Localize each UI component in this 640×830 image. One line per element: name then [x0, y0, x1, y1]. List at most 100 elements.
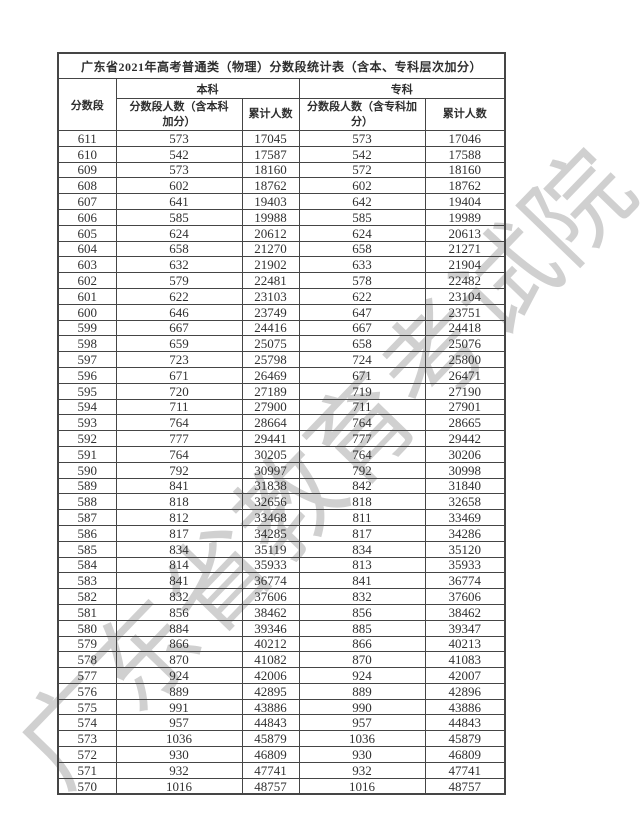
cell-score-band: 598 — [57, 335, 117, 353]
cell-zhuanke-count: 667 — [298, 319, 426, 337]
table-row: 596 671 26469 671 26471 — [57, 366, 506, 384]
cell-zhuanke-count: 924 — [298, 667, 426, 684]
table-row: 578 870 41082 870 41083 — [57, 651, 506, 669]
cell-zhuanke-count: 572 — [298, 161, 426, 179]
cell-score-band: 594 — [57, 398, 117, 416]
cell-zhuanke-cumulative: 42896 — [424, 682, 506, 700]
cell-zhuanke-count: 866 — [298, 635, 426, 653]
cell-benke-count: 777 — [115, 430, 243, 447]
cell-benke-cumulative: 27189 — [241, 382, 300, 400]
table-row: 587 812 33468 811 33469 — [57, 509, 506, 526]
cell-score-band: 593 — [57, 414, 117, 432]
cell-benke-count: 658 — [115, 240, 243, 258]
cell-zhuanke-cumulative: 33469 — [424, 509, 506, 526]
cell-zhuanke-cumulative: 21271 — [424, 240, 506, 258]
cell-benke-cumulative: 23749 — [241, 303, 300, 321]
cell-benke-count: 812 — [115, 509, 243, 526]
cell-benke-count: 889 — [115, 682, 243, 700]
cell-zhuanke-count: 671 — [298, 366, 426, 384]
cell-zhuanke-cumulative: 30998 — [424, 461, 506, 479]
cell-benke-count: 573 — [115, 130, 243, 147]
cell-benke-count: 792 — [115, 461, 243, 479]
cell-benke-count: 579 — [115, 272, 243, 289]
cell-zhuanke-count: 777 — [298, 430, 426, 447]
cell-benke-count: 932 — [115, 761, 243, 779]
cell-benke-count: 542 — [115, 145, 243, 163]
cell-benke-count: 622 — [115, 287, 243, 305]
cell-score-band: 583 — [57, 572, 117, 590]
cell-zhuanke-cumulative: 41083 — [424, 651, 506, 669]
cell-zhuanke-count: 764 — [298, 414, 426, 432]
cell-zhuanke-cumulative: 23104 — [424, 287, 506, 305]
cell-benke-count: 870 — [115, 651, 243, 669]
table-row: 592 777 29441 777 29442 — [57, 430, 506, 447]
cell-zhuanke-cumulative: 19989 — [424, 208, 506, 226]
cell-score-band: 578 — [57, 651, 117, 669]
cell-benke-cumulative: 18160 — [241, 161, 300, 179]
cell-benke-cumulative: 21270 — [241, 240, 300, 258]
cell-zhuanke-count: 1016 — [298, 777, 426, 795]
table-row: 604 658 21270 658 21271 — [57, 240, 506, 258]
cell-zhuanke-cumulative: 17588 — [424, 145, 506, 163]
table-row: 576 889 42895 889 42896 — [57, 682, 506, 700]
cell-benke-count: 641 — [115, 193, 243, 210]
cell-zhuanke-count: 889 — [298, 682, 426, 700]
cell-benke-count: 671 — [115, 366, 243, 384]
table-row: 611 573 17045 573 17046 — [57, 130, 506, 147]
sub-header-row: 分数段人数（含本科 加分） 累计人数 分数段人数（含专科加 分） 累计人数 — [58, 98, 506, 131]
table-row: 590 792 30997 792 30998 — [57, 461, 506, 479]
cell-score-band: 606 — [57, 208, 117, 226]
cell-zhuanke-count: 658 — [298, 240, 426, 258]
cell-benke-count: 667 — [115, 319, 243, 337]
cell-benke-cumulative: 30997 — [241, 461, 300, 479]
cell-benke-count: 764 — [115, 414, 243, 432]
table-row: 594 711 27900 711 27901 — [57, 398, 506, 416]
cell-benke-cumulative: 41082 — [241, 651, 300, 669]
cell-benke-count: 646 — [115, 303, 243, 321]
cell-score-band: 604 — [57, 240, 117, 258]
cell-benke-count: 834 — [115, 540, 243, 558]
cell-zhuanke-count: 764 — [298, 445, 426, 463]
cell-zhuanke-count: 578 — [298, 272, 426, 289]
group-header-row: 分数段 本科 专科 — [57, 78, 506, 131]
cell-benke-cumulative: 24416 — [241, 319, 300, 337]
table-row: 598 659 25075 658 25076 — [57, 335, 506, 353]
cell-benke-cumulative: 19988 — [241, 208, 300, 226]
cell-benke-cumulative: 43886 — [241, 698, 300, 716]
cell-benke-cumulative: 26469 — [241, 366, 300, 384]
cell-benke-cumulative: 30205 — [241, 445, 300, 463]
cell-benke-cumulative: 46809 — [241, 746, 300, 763]
cell-score-band: 580 — [57, 619, 117, 637]
table-row: 599 667 24416 667 24418 — [57, 319, 506, 337]
cell-score-band: 599 — [57, 319, 117, 337]
table-row: 609 573 18160 572 18160 — [57, 161, 506, 179]
cell-zhuanke-cumulative: 38462 — [424, 603, 506, 621]
cell-score-band: 579 — [57, 635, 117, 653]
table-row: 574 957 44843 957 44843 — [57, 714, 506, 732]
table-row: 597 723 25798 724 25800 — [57, 351, 506, 368]
table-row: 573 1036 45879 1036 45879 — [57, 730, 506, 748]
cell-zhuanke-count: 813 — [298, 556, 426, 574]
cell-zhuanke-count: 542 — [298, 145, 426, 163]
table-row: 603 632 21902 633 21904 — [57, 256, 506, 274]
cell-benke-count: 711 — [115, 398, 243, 416]
cell-zhuanke-cumulative: 25800 — [424, 351, 506, 368]
table-row: 570 1016 48757 1016 48757 — [57, 777, 506, 795]
cell-score-band: 596 — [57, 366, 117, 384]
cell-zhuanke-cumulative: 34286 — [424, 524, 506, 542]
cell-benke-cumulative: 31838 — [241, 477, 300, 495]
cell-zhuanke-cumulative: 28665 — [424, 414, 506, 432]
table-row: 602 579 22481 578 22482 — [57, 272, 506, 289]
cell-zhuanke-cumulative: 29442 — [424, 430, 506, 447]
cell-score-band: 574 — [57, 714, 117, 732]
cell-score-band: 581 — [57, 603, 117, 621]
cell-zhuanke-count: 841 — [298, 572, 426, 590]
header-group-zhuanke: 专科 — [298, 78, 506, 99]
table-row: 593 764 28664 764 28665 — [57, 414, 506, 432]
cell-benke-cumulative: 37606 — [241, 588, 300, 605]
cell-zhuanke-cumulative: 37606 — [424, 588, 506, 605]
cell-score-band: 591 — [57, 445, 117, 463]
cell-benke-count: 818 — [115, 493, 243, 511]
cell-zhuanke-count: 870 — [298, 651, 426, 669]
